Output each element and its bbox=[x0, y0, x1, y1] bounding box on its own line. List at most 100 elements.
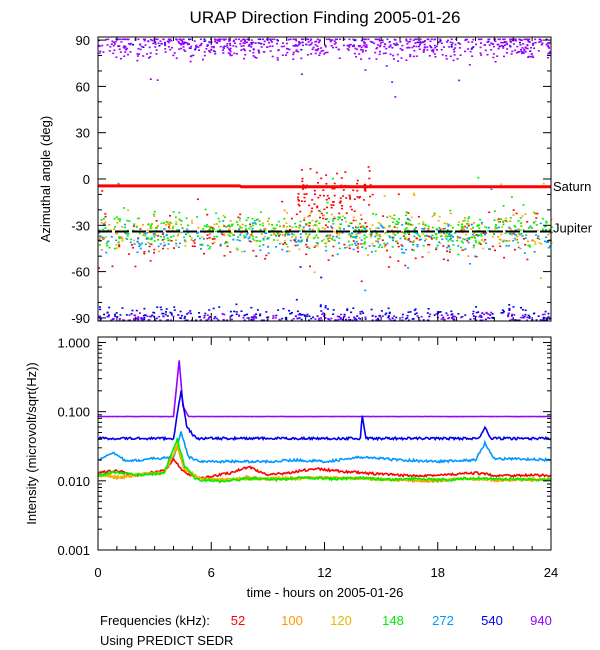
data-point bbox=[315, 234, 318, 237]
data-point bbox=[366, 230, 369, 232]
data-point bbox=[112, 41, 115, 44]
data-point bbox=[309, 43, 312, 46]
data-point bbox=[99, 319, 102, 322]
data-point bbox=[407, 239, 410, 242]
data-point bbox=[162, 38, 165, 41]
data-point bbox=[469, 263, 471, 265]
data-point bbox=[453, 319, 456, 322]
data-point bbox=[149, 225, 152, 228]
data-point bbox=[129, 241, 132, 244]
data-point bbox=[477, 235, 480, 237]
data-point bbox=[338, 247, 341, 250]
data-point bbox=[142, 314, 145, 317]
data-point bbox=[546, 319, 549, 322]
data-point bbox=[454, 315, 457, 318]
data-point bbox=[178, 41, 180, 44]
data-point bbox=[401, 49, 404, 51]
data-point bbox=[239, 234, 242, 236]
data-point bbox=[448, 238, 451, 241]
data-point bbox=[178, 218, 181, 220]
data-point bbox=[437, 311, 439, 313]
data-point bbox=[511, 313, 514, 316]
data-point bbox=[435, 313, 438, 315]
data-point bbox=[422, 244, 425, 247]
data-point bbox=[323, 214, 325, 217]
data-point bbox=[252, 55, 255, 57]
data-point bbox=[463, 225, 466, 228]
data-point bbox=[359, 226, 362, 228]
data-point bbox=[433, 53, 436, 55]
data-point bbox=[285, 42, 288, 45]
data-point bbox=[381, 39, 384, 41]
data-point bbox=[197, 226, 200, 229]
data-point bbox=[424, 223, 427, 226]
data-point bbox=[450, 310, 453, 313]
data-point bbox=[548, 318, 551, 320]
data-point bbox=[526, 319, 528, 322]
data-point bbox=[516, 235, 519, 238]
data-point bbox=[137, 38, 140, 41]
data-point bbox=[270, 234, 273, 236]
data-point bbox=[360, 46, 363, 49]
data-point bbox=[387, 266, 390, 268]
data-point bbox=[285, 229, 288, 232]
data-point bbox=[172, 235, 175, 237]
data-point bbox=[302, 44, 304, 47]
data-point bbox=[137, 217, 140, 220]
data-point bbox=[464, 38, 467, 41]
data-point bbox=[284, 316, 287, 319]
data-point bbox=[382, 52, 385, 55]
data-point bbox=[496, 55, 499, 57]
data-point bbox=[356, 189, 359, 192]
data-point bbox=[163, 238, 166, 240]
data-point bbox=[281, 54, 284, 57]
data-point bbox=[426, 46, 429, 48]
data-point bbox=[106, 315, 109, 318]
data-point bbox=[171, 229, 174, 231]
data-point bbox=[262, 222, 264, 224]
data-point bbox=[512, 306, 515, 308]
data-point bbox=[440, 318, 443, 320]
data-point bbox=[312, 46, 315, 49]
data-point bbox=[258, 245, 261, 247]
azimuth-y-axis-label: Azimuthal angle (deg) bbox=[38, 116, 53, 242]
data-point bbox=[401, 231, 404, 233]
data-point bbox=[502, 221, 505, 224]
data-point bbox=[386, 249, 388, 252]
data-point bbox=[286, 250, 288, 253]
data-point bbox=[348, 233, 351, 235]
data-point bbox=[532, 211, 535, 214]
data-point bbox=[314, 44, 317, 46]
data-point bbox=[344, 171, 347, 173]
data-point bbox=[473, 222, 475, 224]
data-point bbox=[209, 246, 212, 248]
data-point bbox=[409, 38, 412, 41]
data-point bbox=[269, 39, 272, 42]
data-point bbox=[429, 45, 431, 47]
data-point bbox=[144, 233, 147, 235]
data-point bbox=[472, 246, 475, 249]
data-point bbox=[289, 228, 292, 231]
data-point bbox=[257, 42, 260, 44]
data-point bbox=[479, 46, 482, 49]
data-point bbox=[382, 215, 385, 217]
data-point bbox=[300, 38, 303, 41]
data-point bbox=[408, 233, 411, 235]
data-point bbox=[318, 54, 321, 56]
data-point bbox=[433, 212, 436, 215]
data-point bbox=[420, 315, 423, 318]
data-point bbox=[537, 50, 540, 52]
data-point bbox=[285, 243, 288, 246]
data-point bbox=[371, 193, 374, 196]
data-point bbox=[172, 54, 175, 57]
data-point bbox=[314, 245, 317, 247]
data-point bbox=[142, 234, 145, 236]
data-point bbox=[229, 42, 231, 45]
data-point bbox=[436, 49, 438, 51]
data-point bbox=[526, 44, 529, 46]
data-point bbox=[238, 239, 241, 242]
data-point bbox=[405, 227, 408, 229]
data-point bbox=[343, 38, 346, 41]
data-point bbox=[102, 238, 105, 240]
data-point bbox=[518, 41, 521, 44]
